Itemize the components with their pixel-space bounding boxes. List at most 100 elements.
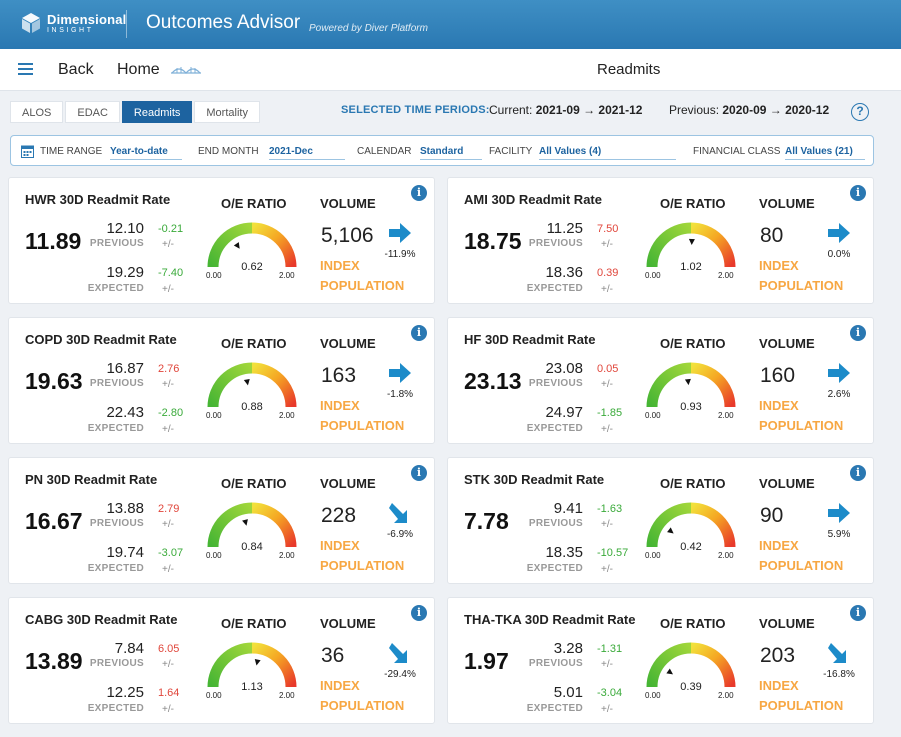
metric-card-hf[interactable]: i HF 30D Readmit Rate 23.13 23.08 PREVIOUS 0.… <box>447 317 874 444</box>
gauge-max: 2.00 <box>718 691 734 700</box>
metric-card-pn[interactable]: i PN 30D Readmit Rate 16.67 13.88 PREVIOUS 2.… <box>8 457 435 584</box>
volume-change: 0.0% <box>827 249 851 260</box>
tab-alos[interactable]: ALOS <box>10 101 64 123</box>
previous-diff: -1.31 <box>597 643 623 655</box>
info-icon[interactable]: i <box>850 185 866 201</box>
index-label: INDEX <box>320 258 360 273</box>
previous-label: PREVIOUS <box>89 378 144 389</box>
info-icon[interactable]: i <box>850 465 866 481</box>
volume-value: 203 <box>760 644 796 667</box>
population-label: POPULATION <box>759 698 844 713</box>
info-icon[interactable]: i <box>411 185 427 201</box>
previous-plusminus: +/- <box>162 659 174 670</box>
expected-diff: 1.64 <box>158 687 180 699</box>
card-title: HF 30D Readmit Rate <box>464 332 596 347</box>
index-label: INDEX <box>320 538 360 553</box>
previous-value: 23.08 <box>545 360 583 377</box>
gauge-needle <box>233 242 240 249</box>
volume-change: -16.8% <box>823 669 855 680</box>
calendar-select[interactable]: Standard <box>420 146 482 160</box>
previous-diff: 2.79 <box>158 503 180 515</box>
app-subtitle: Powered by Diver Platform <box>309 23 428 34</box>
rate-value: 11.89 <box>25 228 82 254</box>
info-icon[interactable]: i <box>850 605 866 621</box>
rate-value: 19.63 <box>25 368 83 394</box>
tab-readmits[interactable]: Readmits <box>121 101 193 123</box>
previous-plusminus: +/- <box>162 379 174 390</box>
population-label: POPULATION <box>759 418 844 433</box>
previous-diff: 7.50 <box>597 223 619 235</box>
gauge-max: 2.00 <box>718 411 734 420</box>
metric-card-cabg[interactable]: i CABG 30D Readmit Rate 13.89 7.84 PREVIOUS 6… <box>8 597 435 724</box>
expected-plusminus: +/- <box>601 284 613 295</box>
index-label: INDEX <box>759 398 799 413</box>
end-month-select[interactable]: 2021-Dec <box>269 146 345 160</box>
previous-plusminus: +/- <box>601 239 613 250</box>
financial-class-label: FINANCIAL CLASS <box>693 146 781 157</box>
card-title: STK 30D Readmit Rate <box>464 472 605 487</box>
expected-plusminus: +/- <box>162 424 174 435</box>
arrow-right-icon <box>828 503 850 528</box>
metric-card-tha-tka[interactable]: i THA-TKA 30D Readmit Rate 1.97 3.28 PREVIOU… <box>447 597 874 724</box>
oe-ratio-gauge <box>646 642 736 688</box>
population-label: POPULATION <box>320 418 405 433</box>
arrow-down-right-icon <box>828 643 850 670</box>
back-link[interactable]: Back <box>58 61 94 78</box>
volume-title: VOLUME <box>759 336 815 351</box>
oe-ratio-title: O/E RATIO <box>221 616 287 631</box>
home-link[interactable]: Home <box>117 61 160 78</box>
volume-change: -11.9% <box>384 249 416 260</box>
population-label: POPULATION <box>320 278 405 293</box>
oe-ratio-title: O/E RATIO <box>221 476 287 491</box>
gauge-needle <box>666 668 674 675</box>
previous-value: 7.84 <box>114 640 144 657</box>
card-title: CABG 30D Readmit Rate <box>25 612 178 627</box>
info-icon[interactable]: i <box>411 465 427 481</box>
gauge-min: 0.00 <box>645 271 661 280</box>
expected-label: EXPECTED <box>87 563 144 574</box>
previous-label: PREVIOUS <box>89 518 144 529</box>
volume-change: 2.6% <box>827 389 851 400</box>
arrow-down-right-icon <box>389 503 411 530</box>
previous-diff: 2.76 <box>158 363 180 375</box>
filter-bar: TIME RANGE Year-to-date END MONTH 2021-D… <box>10 135 874 166</box>
volume-change: -1.8% <box>386 389 414 400</box>
facility-select[interactable]: All Values (4) <box>539 146 676 160</box>
financial-class-select[interactable]: All Values (21) <box>785 146 865 160</box>
time-range-select[interactable]: Year-to-date <box>110 146 182 160</box>
tab-mortality[interactable]: Mortality <box>194 101 260 123</box>
expected-label: EXPECTED <box>526 563 583 574</box>
tab-edac[interactable]: EDAC <box>65 101 120 123</box>
dimensional-insight-logo[interactable]: Dimensional INSIGHT <box>20 12 127 34</box>
header-divider <box>126 10 127 38</box>
previous-value: 9.41 <box>553 500 583 517</box>
volume-title: VOLUME <box>320 336 376 351</box>
expected-plusminus: +/- <box>162 704 174 715</box>
hamburger-menu-icon[interactable] <box>18 63 33 75</box>
info-icon[interactable]: i <box>411 605 427 621</box>
gauge-max: 2.00 <box>718 271 734 280</box>
info-icon[interactable]: i <box>411 325 427 341</box>
population-label: POPULATION <box>759 558 844 573</box>
gauge-max: 2.00 <box>718 551 734 560</box>
card-title: PN 30D Readmit Rate <box>25 472 158 487</box>
metric-card-hwr[interactable]: i HWR 30D Readmit Rate 11.89 12.10 PREVIOUS -… <box>8 177 435 304</box>
arrow-right-icon <box>389 363 411 388</box>
metric-card-ami[interactable]: i AMI 30D Readmit Rate 18.75 11.25 PREVIOUS 7… <box>447 177 874 304</box>
previous-plusminus: +/- <box>601 659 613 670</box>
expected-label: EXPECTED <box>87 703 144 714</box>
gauge-needle <box>688 238 695 245</box>
gauge-needle <box>667 527 674 534</box>
info-icon[interactable]: i <box>850 325 866 341</box>
expected-label: EXPECTED <box>87 423 144 434</box>
previous-diff: -1.63 <box>597 503 623 515</box>
metric-card-stk[interactable]: i STK 30D Readmit Rate 7.78 9.41 PREVIOUS -1.… <box>447 457 874 584</box>
previous-period-label: Previous: <box>669 103 720 117</box>
oe-ratio-title: O/E RATIO <box>660 616 726 631</box>
metric-card-copd[interactable]: i COPD 30D Readmit Rate 19.63 16.87 PREVIOUS… <box>8 317 435 444</box>
help-icon[interactable]: ? <box>851 103 869 121</box>
volume-change: -6.9% <box>386 529 414 540</box>
oe-ratio-gauge <box>646 502 736 548</box>
previous-label: PREVIOUS <box>528 378 583 389</box>
arrow-right-icon <box>828 363 850 388</box>
